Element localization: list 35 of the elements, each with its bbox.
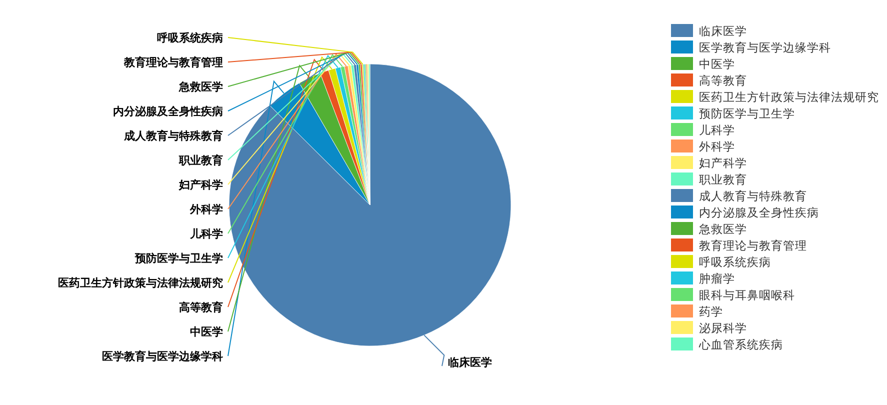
legend-label: 职业教育 — [699, 172, 747, 186]
legend-label: 泌尿科学 — [699, 321, 747, 335]
legend-label: 预防医学与卫生学 — [699, 106, 795, 120]
legend-label: 内分泌腺及全身性疾病 — [699, 206, 819, 220]
legend-label: 眼科与耳鼻咽喉科 — [699, 288, 795, 302]
slice-label: 临床医学 — [448, 356, 492, 369]
slice-label: 呼吸系统疾病 — [157, 32, 223, 44]
slice-label: 外科学 — [189, 203, 223, 216]
legend-label: 医学教育与医学边缘学科 — [699, 40, 831, 54]
slice-label: 医药卫生方针政策与法律法规研究 — [58, 276, 223, 290]
slice-label: 高等教育 — [179, 301, 223, 314]
legend-label: 儿科学 — [699, 123, 735, 137]
slice-label: 急救医学 — [178, 80, 223, 94]
legend-label: 呼吸系统疾病 — [699, 255, 771, 269]
legend-label: 临床医学 — [699, 24, 747, 38]
slice-label: 成人教育与特殊教育 — [123, 130, 223, 142]
slice-label: 儿科学 — [189, 228, 223, 240]
legend-label: 教育理论与教育管理 — [699, 238, 807, 252]
slice-label: 职业教育 — [178, 154, 223, 167]
slice-label: 内分泌腺及全身性疾病 — [113, 105, 223, 118]
slice-label: 教育理论与教育管理 — [123, 56, 223, 69]
legend-label: 肿瘤学 — [699, 272, 735, 286]
legend-label: 成人教育与特殊教育 — [699, 189, 807, 203]
legend-label: 药学 — [699, 304, 723, 318]
legend-label: 妇产科学 — [699, 156, 747, 170]
legend-label: 心血管系统疾病 — [698, 338, 783, 352]
slice-label: 妇产科学 — [178, 178, 223, 192]
legend-label: 医药卫生方针政策与法律法规研究 — [699, 90, 879, 104]
legend-label: 高等教育 — [699, 74, 747, 88]
slice-label: 中医学 — [190, 326, 223, 338]
legend-label: 中医学 — [699, 57, 735, 71]
legend-label: 外科学 — [699, 140, 735, 154]
slice-label: 预防医学与卫生学 — [134, 252, 223, 265]
legend-label: 急救医学 — [698, 222, 747, 236]
slice-label: 医学教育与医学边缘学科 — [102, 350, 223, 363]
